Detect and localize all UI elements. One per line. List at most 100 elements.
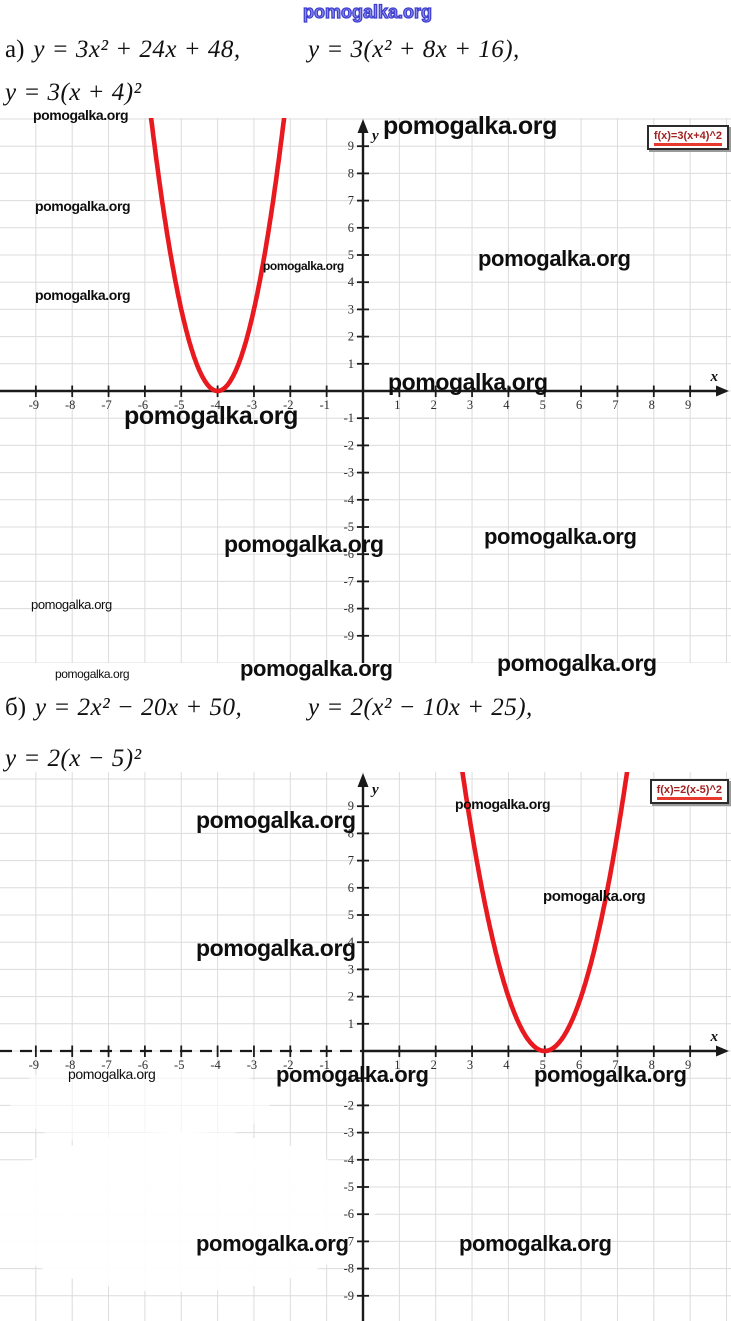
x-tick-label: -7 [101,398,111,412]
y-tick-label: 7 [348,854,354,868]
x-tick-label: -1 [319,398,329,412]
x-tick-label: -8 [65,1058,75,1072]
x-tick-label: 3 [467,398,473,412]
graph-a-legend-underline [653,143,722,146]
x-tick-label: -3 [247,1058,257,1072]
y-axis-label: y [370,128,379,144]
y-tick-label: -9 [344,1289,354,1303]
y-tick-label: 7 [348,194,354,208]
y-tick-label: 3 [348,962,354,976]
y-tick-label: 9 [348,799,354,813]
y-tick-label: 6 [348,881,354,895]
x-tick-label: 6 [576,398,582,412]
y-tick-label: 2 [348,330,354,344]
x-tick-label: 1 [394,398,400,412]
x-tick-label: -7 [101,1058,111,1072]
x-tick-label: 8 [649,1058,655,1072]
graph-b: -9 -8 -7 -6 -5 -4 -3 -2 -1 1 2 3 4 5 6 7 8 9 9 8 7 6 5 4 3 2 1 -1 -2… [0,772,731,1321]
graph-a-legend-label: f(x)=3(x+4)^2 [653,130,722,142]
x-tick-label: 1 [394,1058,400,1072]
x-tick-label: -9 [29,398,39,412]
y-axis-arrow [357,773,369,787]
problem-a-equation-1: y = 3x² + 24x + 48, [33,36,241,63]
problem-b-equation-1: y = 2x² − 20x + 50, [35,694,243,721]
y-tick-label: 1 [348,1017,354,1031]
parabola-curve [460,772,630,1054]
y-tick-label: 8 [348,166,354,180]
y-tick-label: 8 [348,826,354,840]
x-tick-label: 4 [503,1058,510,1072]
y-tick-label: -6 [344,547,354,561]
y-tick-label: -1 [344,1071,354,1085]
problem-b-equation-2: y = 2(x² − 10x + 25), [308,694,533,721]
y-tick-label: -5 [344,1180,354,1194]
tick-labels: -9 -8 -7 -6 -5 -4 -3 -2 -1 1 2 3 4 5 6 7 8 9 9 8 7 6 5 4 3 2 1 -1 -2… [29,799,692,1303]
y-tick-label: -4 [344,493,355,507]
x-tick-label: -9 [29,1058,39,1072]
graph-a-canvas: -9 -8 -7 -6 -5 -4 -3 -2 -1 1 2 3 4 5 6 7 8 9 9 8 7 6 5 4 3 2 1 -1 -2… [0,118,731,663]
x-tick-label: 9 [685,1058,691,1072]
x-tick-label: 7 [612,1058,618,1072]
x-tick-label: 5 [540,1058,546,1072]
x-tick-label: 5 [540,398,546,412]
problem-b-equation-3: y = 2(x − 5)² [5,745,142,772]
y-tick-label: -2 [344,438,354,452]
x-axis-arrow [716,385,729,397]
x-tick-label: 2 [431,1058,437,1072]
grid-faded-patch [10,1057,270,1147]
x-tick-label: -1 [319,1058,329,1072]
graph-b-legend-label: f(x)=2(x-5)^2 [656,784,722,796]
y-axis-label: y [370,782,379,798]
x-tick-label: 9 [685,398,691,412]
y-tick-label: 5 [348,248,354,262]
y-tick-label: 9 [348,139,354,153]
y-tick-label: -4 [344,1153,355,1167]
problem-a-first-form: а) y = 3x² + 24x + 48, [5,36,241,65]
y-tick-label: -7 [344,1234,354,1248]
grid-faded-patch [0,1132,375,1292]
problem-a-label: а) [5,36,25,63]
x-tick-label: 4 [503,398,510,412]
tick-marks [34,145,692,637]
x-tick-label: -2 [283,1058,293,1072]
x-tick-label: 7 [612,398,618,412]
graph-b-canvas: -9 -8 -7 -6 -5 -4 -3 -2 -1 1 2 3 4 5 6 7 8 9 9 8 7 6 5 4 3 2 1 -1 -2… [0,772,731,1321]
site-watermark-header: pomogalka.org [302,2,433,22]
site-watermark: pomogalka.org [55,667,130,681]
y-tick-label: -8 [344,602,354,616]
y-tick-label: -1 [344,411,354,425]
x-tick-label: -6 [138,398,148,412]
y-tick-label: 1 [348,357,354,371]
x-tick-label: 6 [576,1058,582,1072]
graph-a: -9 -8 -7 -6 -5 -4 -3 -2 -1 1 2 3 4 5 6 7 8 9 9 8 7 6 5 4 3 2 1 -1 -2… [0,118,731,663]
problem-b-first-form: б) y = 2x² − 20x + 50, [5,694,242,723]
y-tick-label: -7 [344,574,354,588]
y-tick-label: -2 [344,1098,354,1112]
graph-a-legend: f(x)=3(x+4)^2 [646,125,729,150]
y-tick-label: -8 [344,1262,354,1276]
x-tick-label: -2 [283,398,293,412]
y-tick-label: -3 [344,466,354,480]
x-tick-label: -8 [65,398,75,412]
x-tick-label: -5 [174,1058,184,1072]
y-tick-label: 3 [348,302,354,316]
y-tick-label: -9 [344,629,354,643]
x-tick-label: -4 [210,1058,221,1072]
x-tick-label: -6 [138,1058,148,1072]
problem-a-equation-3: y = 3(x + 4)² [5,79,142,106]
y-tick-label: -6 [344,1207,354,1221]
x-tick-label: 8 [649,398,655,412]
problem-b-label: б) [5,694,27,721]
graph-b-legend: f(x)=2(x-5)^2 [649,779,729,804]
y-tick-label: -5 [344,520,354,534]
x-tick-label: -5 [174,398,184,412]
y-axis-arrow [357,119,369,133]
y-tick-label: 5 [348,908,354,922]
graph-b-legend-underline [656,797,722,800]
y-tick-label: 4 [348,935,355,949]
x-axis-label: x [710,369,719,385]
problem-a-equation-2: y = 3(x² + 8x + 16), [308,36,520,63]
x-tick-label: -4 [210,398,221,412]
x-tick-label: 3 [467,1058,473,1072]
